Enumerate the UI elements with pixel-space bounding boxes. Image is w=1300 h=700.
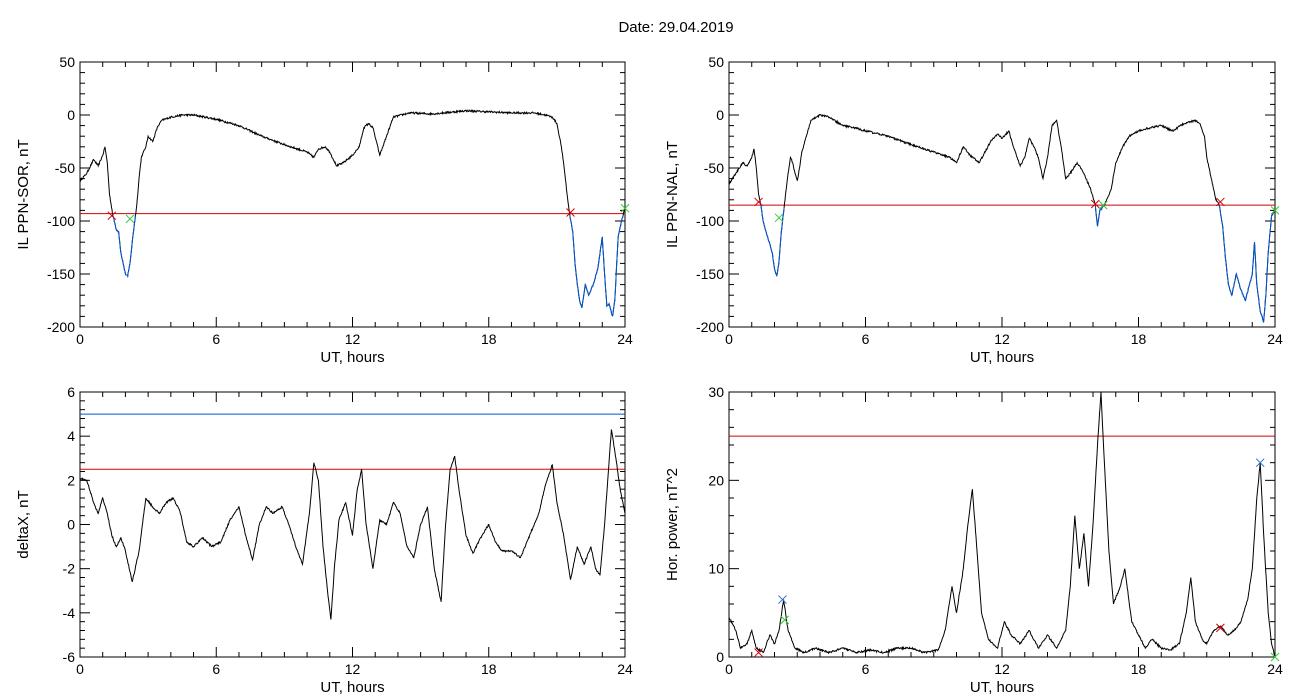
y-tick-label: -4 bbox=[63, 605, 76, 621]
y-axis-label: deltaX, nT bbox=[15, 490, 32, 558]
x-axis-label: UT, hours bbox=[970, 679, 1034, 696]
chart-panel-1: 0 6 12 18 24 50 0 -50 -100 -150 -200 UT, hours IL PP… bbox=[15, 54, 633, 366]
x-tick-label: 12 bbox=[345, 661, 361, 677]
x-tick-label: 18 bbox=[1131, 331, 1147, 347]
series-line-below-threshold bbox=[1218, 205, 1275, 324]
y-tick-label: 0 bbox=[716, 107, 724, 123]
y-tick-label: 4 bbox=[67, 428, 75, 444]
y-tick-label: 2 bbox=[67, 472, 75, 488]
y-tick-label: -6 bbox=[63, 649, 76, 665]
x-marker-green bbox=[125, 214, 135, 224]
series-line bbox=[80, 108, 625, 317]
y-tick-label: -50 bbox=[704, 160, 724, 176]
x-marker-green bbox=[1098, 200, 1108, 210]
y-tick-label: 20 bbox=[708, 472, 724, 488]
x-axis-label: UT, hours bbox=[970, 349, 1034, 366]
x-marker-green bbox=[1270, 652, 1280, 662]
chart-panel-2: 0 6 12 18 24 50 0 -50 -100 -150 -200 UT, hours IL PP… bbox=[664, 54, 1283, 366]
x-marker-blue bbox=[1255, 458, 1265, 468]
y-tick-label: -200 bbox=[696, 319, 724, 335]
y-tick-label: 50 bbox=[708, 54, 724, 70]
x-tick-label: 18 bbox=[481, 331, 497, 347]
y-axis-label: IL PPN-NAL, nT bbox=[664, 141, 681, 248]
page-title: Date: 29.04.2019 bbox=[618, 19, 734, 36]
x-tick-label: 6 bbox=[212, 331, 220, 347]
x-marker-red bbox=[1216, 197, 1225, 207]
x-axis-label: UT, hours bbox=[320, 349, 384, 366]
x-tick-label: 12 bbox=[345, 331, 361, 347]
series-line-below-threshold bbox=[760, 205, 785, 277]
y-tick-label: -50 bbox=[55, 160, 75, 176]
y-tick-label: -200 bbox=[47, 319, 75, 335]
y-tick-label: 10 bbox=[708, 561, 724, 577]
x-tick-label: 0 bbox=[725, 331, 733, 347]
x-tick-label: 24 bbox=[1267, 661, 1283, 677]
x-tick-label: 12 bbox=[994, 331, 1010, 347]
x-marker-green bbox=[1270, 206, 1280, 215]
x-tick-label: 0 bbox=[76, 331, 84, 347]
y-tick-label: -150 bbox=[47, 266, 75, 282]
y-tick-label: -2 bbox=[63, 561, 76, 577]
y-tick-label: 6 bbox=[67, 384, 75, 400]
x-marker-green bbox=[620, 203, 630, 213]
plot-frame bbox=[728, 391, 1276, 658]
x-marker-red bbox=[1216, 623, 1225, 633]
series-line bbox=[80, 429, 625, 620]
x-tick-label: 12 bbox=[994, 661, 1010, 677]
y-tick-label: -100 bbox=[47, 213, 75, 229]
y-tick-label: 0 bbox=[716, 649, 724, 665]
x-tick-label: 18 bbox=[1131, 661, 1147, 677]
x-marker-red bbox=[1090, 199, 1100, 209]
series-line-below-threshold bbox=[569, 215, 624, 317]
x-tick-label: 6 bbox=[862, 661, 870, 677]
x-marker-green bbox=[780, 615, 790, 625]
x-marker-red bbox=[754, 197, 763, 207]
x-tick-label: 6 bbox=[862, 331, 870, 347]
y-tick-label: -100 bbox=[696, 213, 724, 229]
x-tick-label: 24 bbox=[1267, 331, 1283, 347]
x-marker-blue bbox=[778, 595, 787, 604]
series-line-below-threshold bbox=[112, 215, 136, 278]
plot-frame bbox=[79, 391, 626, 658]
x-tick-label: 24 bbox=[617, 331, 633, 347]
x-tick-label: 0 bbox=[725, 661, 733, 677]
x-tick-label: 24 bbox=[617, 661, 633, 677]
series-line-below-threshold bbox=[1094, 204, 1105, 227]
y-tick-label: 50 bbox=[59, 54, 75, 70]
y-tick-label: 0 bbox=[67, 517, 75, 533]
chart-panel-3: 0 6 12 18 24 6 4 2 0 -2 -4 -6 UT, hours deltaX, nT bbox=[15, 384, 633, 696]
y-tick-label: 30 bbox=[708, 384, 724, 400]
x-tick-label: 18 bbox=[481, 661, 497, 677]
x-tick-label: 0 bbox=[76, 661, 84, 677]
x-tick-label: 6 bbox=[212, 661, 220, 677]
chart-panel-4: 0 6 12 18 24 30 20 10 0 UT, hours Hor. power, nT^2 bbox=[664, 384, 1283, 696]
series-line bbox=[729, 113, 1275, 324]
y-tick-label: 0 bbox=[67, 107, 75, 123]
y-axis-label: IL PPN-SOR, nT bbox=[15, 139, 32, 249]
plot-frame bbox=[79, 61, 626, 328]
x-marker-red bbox=[107, 211, 117, 221]
y-axis-label: Hor. power, nT^2 bbox=[664, 468, 681, 581]
x-axis-label: UT, hours bbox=[320, 679, 384, 696]
series-line bbox=[729, 392, 1275, 657]
x-marker-red bbox=[566, 208, 575, 217]
x-marker-red bbox=[754, 648, 763, 657]
y-tick-label: -150 bbox=[696, 266, 724, 282]
x-marker-green bbox=[774, 213, 784, 223]
plot-frame bbox=[728, 61, 1276, 328]
